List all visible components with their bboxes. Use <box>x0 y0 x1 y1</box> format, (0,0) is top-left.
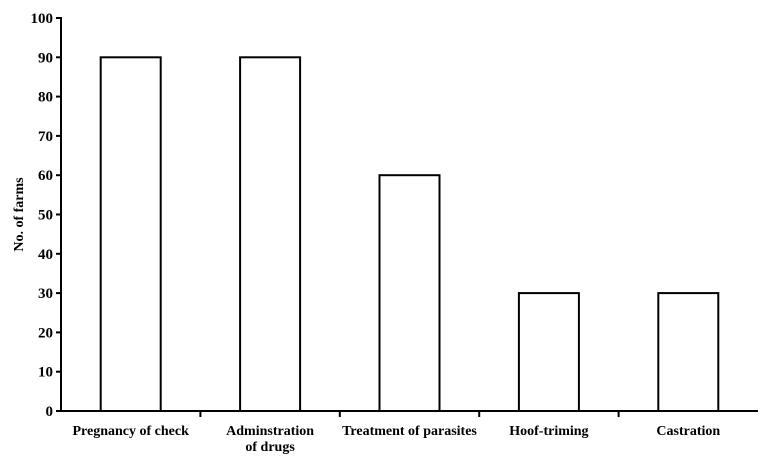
bar-1 <box>99 56 162 413</box>
bar-4 <box>517 292 580 413</box>
y-tick-label-40: 40 <box>38 247 53 263</box>
y-tick-label-70: 70 <box>38 129 53 145</box>
y-tick-label-10: 10 <box>38 365 53 381</box>
y-tick-label-60: 60 <box>38 168 53 184</box>
x-category-label-2-line-2: of drugs <box>245 440 295 455</box>
y-tick-label-100: 100 <box>31 11 54 27</box>
bar-3 <box>378 174 441 412</box>
bar-2 <box>239 56 302 413</box>
y-tick-label-0: 0 <box>46 404 54 420</box>
x-category-label-4: Hoof-triming <box>509 424 588 439</box>
bar-5 <box>657 292 720 413</box>
x-category-label-1: Pregnancy of check <box>73 424 190 439</box>
x-category-label-3: Treatment of parasites <box>342 424 477 439</box>
x-category-label-5: Castration <box>656 424 720 439</box>
y-axis-title: No. of farms <box>12 177 27 252</box>
bars <box>99 56 720 413</box>
y-axis-ticks: 0 10 20 30 40 50 60 70 80 90 100 <box>31 11 61 420</box>
y-tick-label-80: 80 <box>38 90 53 106</box>
y-tick-label-50: 50 <box>38 208 53 224</box>
y-tick-label-30: 30 <box>38 286 53 302</box>
y-tick-label-20: 20 <box>38 325 53 341</box>
x-category-label-2-line-1: Adminstration <box>226 424 314 439</box>
y-tick-label-90: 90 <box>38 50 53 66</box>
